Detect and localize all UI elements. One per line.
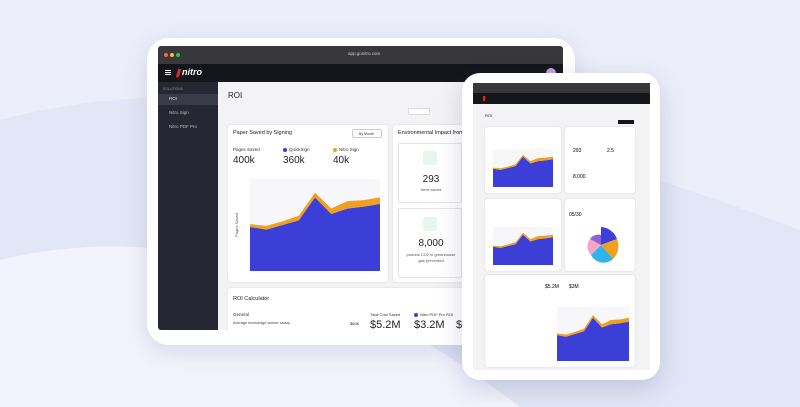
sidebar-item[interactable]: Nitro Sign <box>169 110 189 115</box>
stat: $3M <box>569 284 579 290</box>
sidebar-heading: SOLUTIONS <box>163 87 184 91</box>
stat-label: Pages Saved <box>233 147 260 152</box>
logo-mark <box>175 69 182 77</box>
sidebar-item[interactable]: ROI <box>169 96 178 101</box>
stat-value: 400k <box>233 155 255 166</box>
radial-chart <box>587 227 619 263</box>
total-label: Total Cost Saved <box>370 312 401 317</box>
dot <box>164 53 168 57</box>
card-title: ROI Calculator <box>233 296 270 302</box>
legend-dot <box>333 148 337 152</box>
dropdown[interactable]: By Month <box>352 129 382 138</box>
url: app.gonitro.com <box>348 51 381 56</box>
button[interactable] <box>618 120 634 124</box>
area <box>250 197 380 271</box>
stat-value: 40k <box>333 155 350 166</box>
stat-value: 8,000 <box>418 238 444 249</box>
area <box>557 315 629 337</box>
dot <box>170 53 174 57</box>
slice <box>587 239 601 255</box>
card: 05/30 <box>565 199 635 271</box>
logo: nitro <box>182 67 202 77</box>
area <box>557 317 629 361</box>
paper-card: Paper Saved by Signing By Month Pages Sa… <box>228 125 388 282</box>
area-chart <box>555 305 631 363</box>
stats: Pages Saved 400k QuickSign 360k Nitro Sign 40… <box>233 147 383 168</box>
tree-icon <box>423 151 437 165</box>
third-value: $ <box>456 319 463 331</box>
row-label: Average knowledge worker salary <box>233 321 290 325</box>
sidebar: SOLUTIONS ROI Nitro Sign Nitro PDF Pro <box>158 82 218 330</box>
pdf-value: $3.2M <box>414 319 445 331</box>
stat-value: 360k <box>283 155 305 166</box>
area-chart <box>489 147 557 191</box>
browser-chrome: app.gonitro.com <box>158 46 563 64</box>
slice <box>591 245 613 263</box>
stat: 2.5 <box>607 148 614 154</box>
area-chart <box>489 225 557 269</box>
stat-label: pounds CO2 in greenhouse gas prevented <box>406 252 456 263</box>
area <box>493 232 553 248</box>
slice <box>590 234 601 245</box>
stat-value: 293 <box>422 174 440 185</box>
card <box>485 199 561 271</box>
area <box>250 192 380 230</box>
small-screen: ROI 293 2.5 8,000 05/30 $5.2M $3M <box>473 83 650 370</box>
legend-label: Nitro PDF Pro ROI <box>420 312 454 317</box>
area <box>493 154 553 170</box>
row-value: $60K <box>350 321 360 326</box>
stat-label: QuickSign <box>289 147 310 152</box>
co2-icon <box>423 217 437 231</box>
stat-label: Nitro Sign <box>339 147 359 152</box>
logo-mark <box>483 96 485 101</box>
area <box>493 156 553 187</box>
button[interactable] <box>408 108 430 115</box>
area-chart: Pages Saved <box>234 175 384 279</box>
area <box>493 234 553 265</box>
menu-icon[interactable] <box>165 70 171 71</box>
card: $5.2M $3M <box>485 275 635 367</box>
stat: $5.2M <box>545 284 559 290</box>
sidebar-active <box>158 94 218 105</box>
card <box>485 127 561 193</box>
page-title: ROI <box>485 113 493 118</box>
stat-box: 293 trees saved <box>398 143 462 203</box>
legend-dot <box>283 148 287 152</box>
dot <box>176 53 180 57</box>
card-title: Environmental Impact from <box>398 130 464 136</box>
slice <box>601 239 619 259</box>
section: General <box>233 312 250 317</box>
sidebar-item[interactable]: Nitro PDF Pro <box>169 124 198 129</box>
stat: 8,000 <box>573 174 586 180</box>
total-value: $5.2M <box>370 319 401 331</box>
y-axis-label: Pages Saved <box>234 213 239 237</box>
stat: 293 <box>573 148 582 154</box>
browser-chrome <box>473 83 650 93</box>
dropdown-label: By Month <box>359 131 374 136</box>
stat-box: 8,000 pounds CO2 in greenhouse gas preve… <box>398 208 462 278</box>
legend-dot <box>414 313 418 317</box>
stat-label: trees saved <box>420 187 442 192</box>
app-bar <box>473 93 650 104</box>
card: 293 2.5 8,000 <box>565 127 635 193</box>
stat: 05/30 <box>569 212 582 218</box>
card-title: Paper Saved by Signing <box>233 130 293 136</box>
page-title: ROI <box>228 91 243 100</box>
